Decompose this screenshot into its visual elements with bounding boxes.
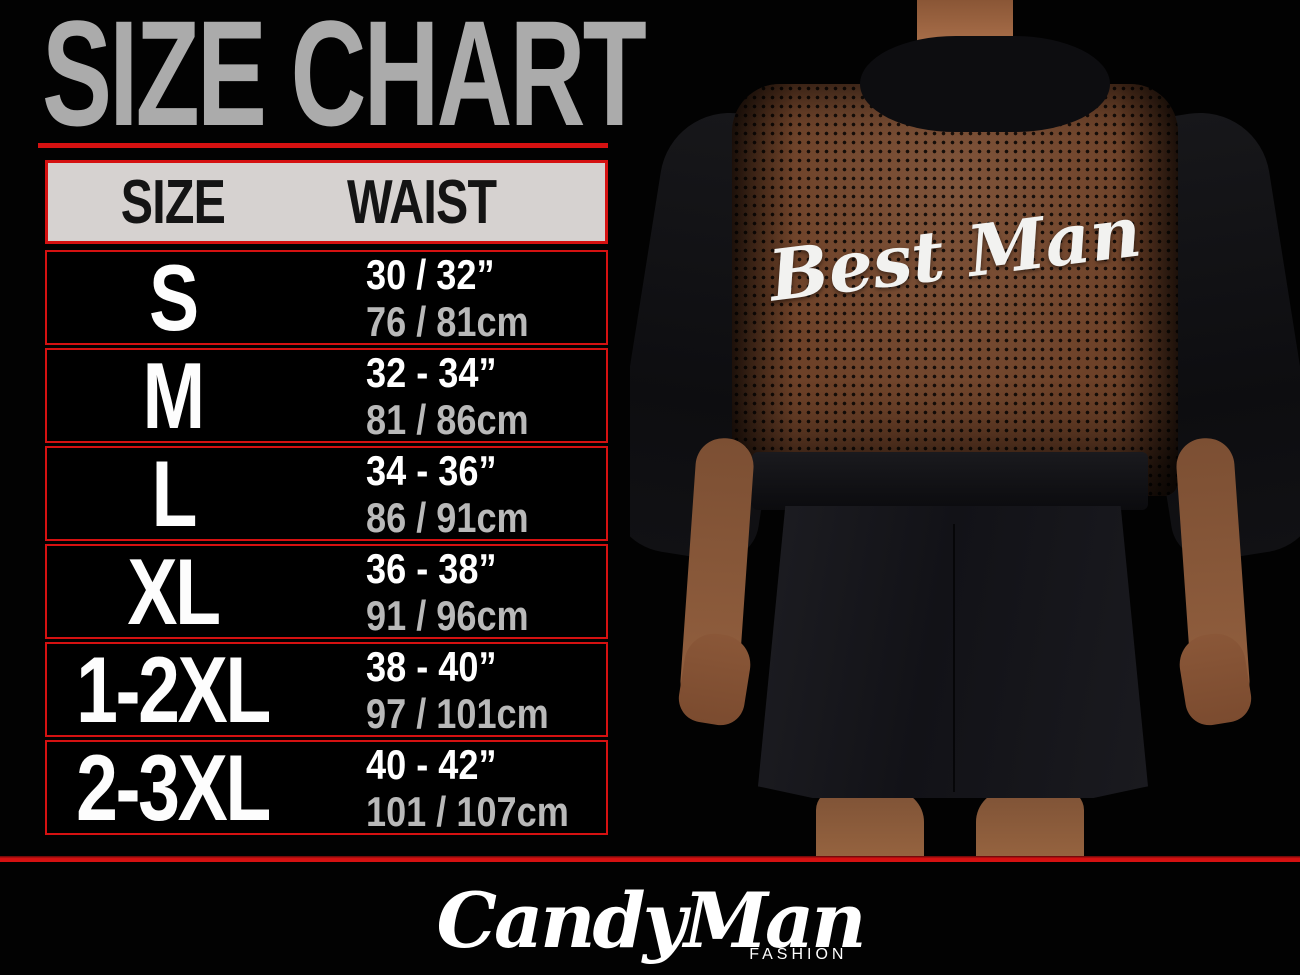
waist-cm: 91 / 96cm xyxy=(365,591,529,639)
robe-skirt xyxy=(758,506,1148,798)
model-right-leg xyxy=(976,790,1084,856)
robe-collar xyxy=(860,36,1110,132)
robe-belt xyxy=(752,452,1148,510)
table-row-1-2xl: 1-2XL 38 - 40” 97 / 101cm xyxy=(45,642,608,737)
waist-inches: 40 - 42” xyxy=(365,740,497,788)
table-row-l: L 34 - 36” 86 / 91cm xyxy=(45,446,608,541)
waist-cm: 101 / 107cm xyxy=(365,787,569,835)
size-cell: L xyxy=(151,440,197,546)
waist-cell: 36 - 38” 91 / 96cm xyxy=(299,545,606,639)
waist-cell: 32 - 34” 81 / 86cm xyxy=(299,349,606,443)
title-underline xyxy=(38,143,608,148)
waist-cm: 81 / 86cm xyxy=(365,395,529,443)
table-row-xl: XL 36 - 38” 91 / 96cm xyxy=(45,544,608,639)
brand-tagline: FASHION xyxy=(749,945,848,963)
table-row-2-3xl: 2-3XL 40 - 42” 101 / 107cm xyxy=(45,740,608,835)
waist-cell: 30 / 32” 76 / 81cm xyxy=(299,251,606,345)
waist-cm: 86 / 91cm xyxy=(365,493,529,541)
table-header-row: SIZE WAIST xyxy=(45,160,608,244)
table-row-m: M 32 - 34” 81 / 86cm xyxy=(45,348,608,443)
waist-inches: 34 - 36” xyxy=(365,446,497,494)
size-cell: 1-2XL xyxy=(76,636,271,742)
model-left-leg xyxy=(816,790,924,856)
waist-inches: 30 / 32” xyxy=(365,250,495,298)
mesh-back-panel: Best Man xyxy=(732,84,1178,496)
size-chart-table: SIZE WAIST S 30 / 32” 76 / 81cm M 32 - 3… xyxy=(45,160,608,838)
product-photo: Best Man xyxy=(630,0,1300,856)
footer-divider-line xyxy=(0,856,1300,862)
column-header-size: SIZE xyxy=(121,167,226,237)
table-row-s: S 30 / 32” 76 / 81cm xyxy=(45,250,608,345)
size-cell: 2-3XL xyxy=(76,734,271,840)
waist-cell: 34 - 36” 86 / 91cm xyxy=(299,447,606,541)
column-header-waist: WAIST xyxy=(347,167,497,237)
waist-inches: 36 - 38” xyxy=(365,544,497,592)
garment-script-text: Best Man xyxy=(764,189,1146,318)
waist-cm: 76 / 81cm xyxy=(365,297,529,345)
brand-name: CandyMan xyxy=(436,875,867,965)
brand-logo: CandyMan FASHION xyxy=(0,866,1300,975)
waist-cell: 40 - 42” 101 / 107cm xyxy=(299,741,606,835)
page-title: SIZE CHART xyxy=(42,0,647,157)
waist-cm: 97 / 101cm xyxy=(365,689,549,737)
size-cell: M xyxy=(142,342,206,448)
waist-inches: 32 - 34” xyxy=(365,348,497,396)
waist-inches: 38 - 40” xyxy=(365,642,497,690)
waist-cell: 38 - 40” 97 / 101cm xyxy=(299,643,606,737)
size-cell: S xyxy=(148,244,199,350)
size-cell: XL xyxy=(127,538,221,644)
